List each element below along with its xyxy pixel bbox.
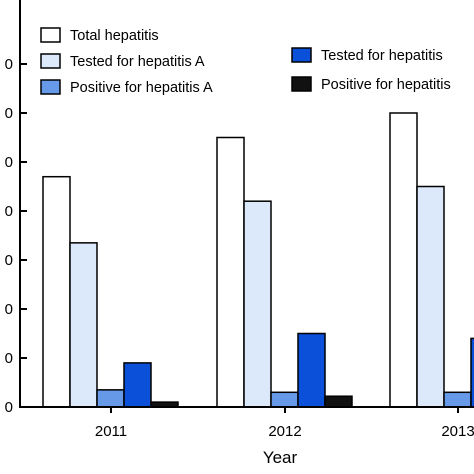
legend-swatch-total-hepatitis <box>40 27 61 43</box>
bar-positive-for-hepatitis-a-2012 <box>270 391 299 408</box>
y-tick-label: 0 <box>5 301 13 318</box>
legend-label: Tested for hepatitis <box>321 48 443 64</box>
y-tick-label: 0 <box>5 56 13 73</box>
bar-tested-for-hepatitis-a-2011 <box>69 242 98 408</box>
x-axis-ticks: 2011 2012 2013 <box>95 407 474 440</box>
x-axis-title: Year <box>263 448 298 467</box>
bar-positive-for-hepatitis-a-2013 <box>443 391 472 408</box>
bars <box>42 112 474 408</box>
legend: Total hepatitis Tested for hepatitis A Pos… <box>40 27 451 96</box>
y-tick-label: 0 <box>5 203 13 220</box>
y-tick-label: 0 <box>5 252 13 269</box>
legend-label: Positive for hepatitis A <box>70 80 213 96</box>
bar-positive-for-hepatitis-a-2011 <box>96 389 125 408</box>
legend-swatch-positive-for-hepatitis <box>291 76 312 92</box>
bar-total-hepatitis-2012 <box>216 136 245 408</box>
bar-total-hepatitis-2013 <box>389 112 418 408</box>
x-tick-label: 2013 <box>441 423 474 440</box>
legend-label: Positive for hepatitis <box>321 77 451 93</box>
bar-positive-for-hepatitis-2012 <box>324 395 353 408</box>
x-tick-label: 2011 <box>95 423 127 440</box>
bar-total-hepatitis-2011 <box>42 175 71 408</box>
bar-tested-for-hepatitis-2011 <box>123 362 152 408</box>
legend-swatch-tested-for-hepatitis <box>291 47 312 63</box>
y-axis-ticks: 0 0 0 0 0 0 0 0 <box>5 56 27 416</box>
y-tick-label: 0 <box>5 399 13 416</box>
legend-swatch-tested-for-hepatitis-a <box>40 53 61 69</box>
legend-label: Tested for hepatitis A <box>70 54 205 70</box>
legend-swatch-positive-for-hepatitis-a <box>40 79 61 95</box>
y-tick-label: 0 <box>5 350 13 367</box>
x-tick-label: 2012 <box>268 423 301 440</box>
bar-tested-for-hepatitis-a-2013 <box>416 185 445 408</box>
y-tick-label: 0 <box>5 105 13 122</box>
bar-tested-for-hepatitis-2012 <box>297 332 326 408</box>
y-tick-label: 0 <box>5 154 13 171</box>
bar-tested-for-hepatitis-a-2012 <box>243 200 272 408</box>
bar-tested-for-hepatitis-2013 <box>470 337 474 408</box>
legend-label: Total hepatitis <box>70 28 159 44</box>
